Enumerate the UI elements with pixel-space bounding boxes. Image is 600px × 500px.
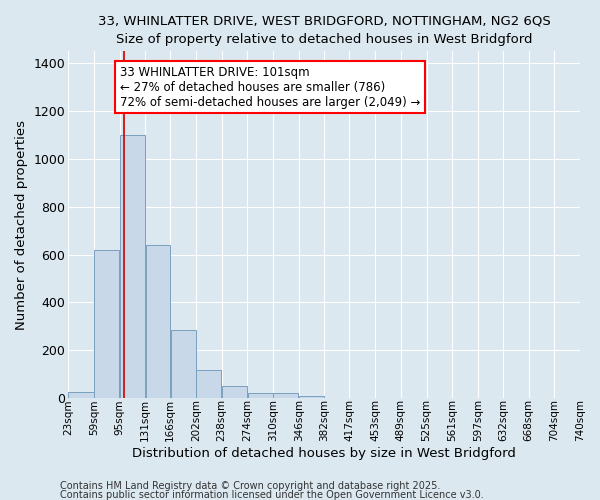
Text: Contains public sector information licensed under the Open Government Licence v3: Contains public sector information licen… [60, 490, 484, 500]
Bar [222, 386, 247, 398]
Bar [68, 392, 94, 398]
Text: Contains HM Land Registry data © Crown copyright and database right 2025.: Contains HM Land Registry data © Crown c… [60, 481, 440, 491]
Bar [274, 393, 298, 398]
Bar [196, 370, 221, 398]
Bar [120, 135, 145, 398]
Y-axis label: Number of detached properties: Number of detached properties [15, 120, 28, 330]
Bar [170, 330, 196, 398]
Bar [299, 396, 324, 398]
Text: 33 WHINLATTER DRIVE: 101sqm
← 27% of detached houses are smaller (786)
72% of se: 33 WHINLATTER DRIVE: 101sqm ← 27% of det… [119, 66, 420, 108]
Title: 33, WHINLATTER DRIVE, WEST BRIDGFORD, NOTTINGHAM, NG2 6QS
Size of property relat: 33, WHINLATTER DRIVE, WEST BRIDGFORD, NO… [98, 15, 550, 46]
X-axis label: Distribution of detached houses by size in West Bridgford: Distribution of detached houses by size … [132, 447, 516, 460]
Bar [94, 250, 119, 398]
Bar [146, 245, 170, 398]
Bar [248, 393, 273, 398]
